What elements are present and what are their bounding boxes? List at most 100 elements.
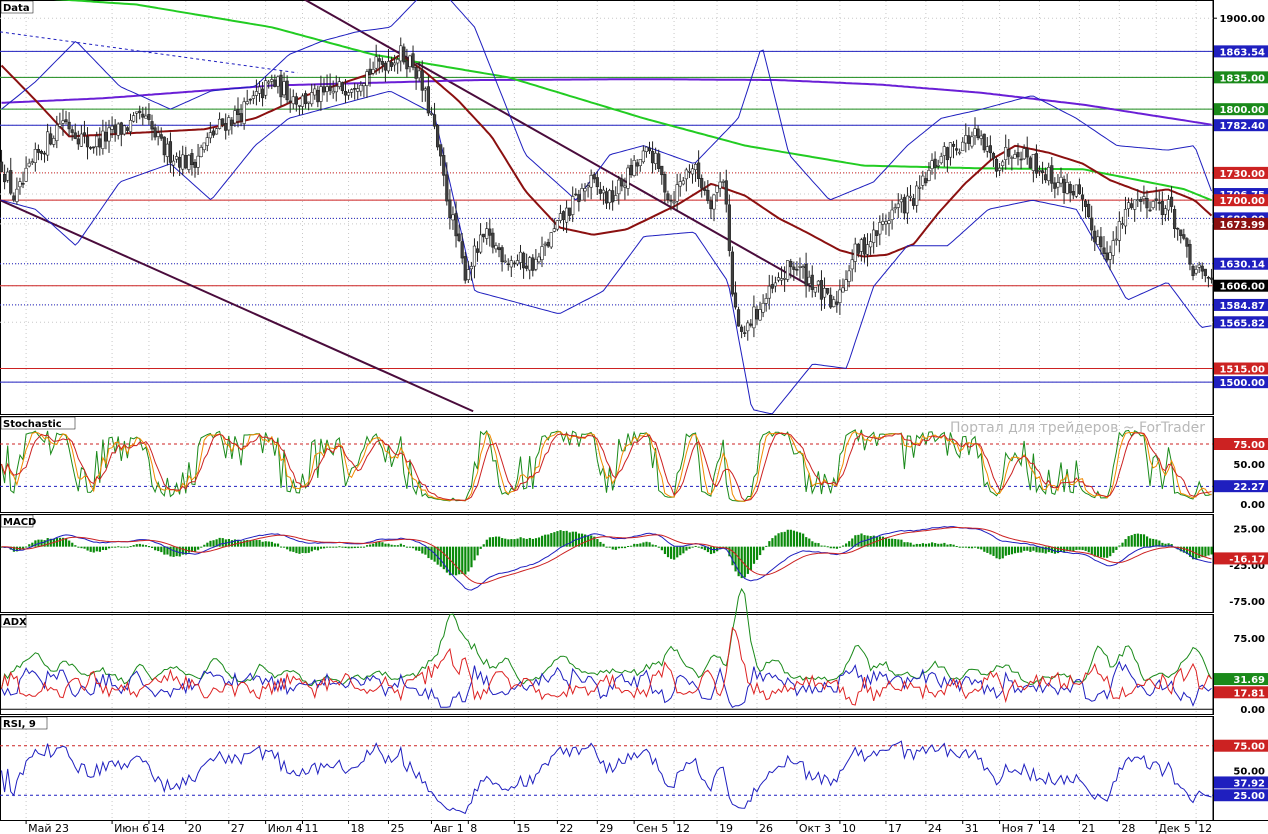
candle-body <box>736 309 741 327</box>
candle-body <box>872 229 876 243</box>
time-label: 14 <box>151 822 165 834</box>
candle-body <box>491 232 495 248</box>
adx-tick-label: 0.00 <box>1240 705 1265 716</box>
candle-body <box>789 261 793 268</box>
macd-hist-bar <box>344 546 347 549</box>
macd-hist-bar <box>1047 546 1050 553</box>
macd-hist-bar <box>476 546 479 556</box>
candle-body <box>1139 199 1143 202</box>
candle-body <box>383 62 387 71</box>
macd-hist-bar <box>252 540 255 547</box>
candle-body <box>933 158 937 168</box>
macd-hist-bar <box>187 546 191 553</box>
candle-body <box>36 149 40 153</box>
time-label: 25 <box>390 822 404 834</box>
macd-hist-bar <box>970 546 974 549</box>
macd-panel <box>0 526 1213 591</box>
macd-hist-bar <box>980 546 983 550</box>
macd-hist-bar <box>894 539 897 547</box>
macd-hist-bar <box>301 546 304 553</box>
macd-hist-bar <box>181 546 184 555</box>
candle-body <box>0 161 4 173</box>
macd-hist-bar <box>1029 546 1032 552</box>
macd-hist-bar <box>931 542 934 547</box>
macd-hist-bar <box>264 541 267 547</box>
panel-title-box <box>0 0 34 14</box>
candle-body <box>681 180 685 185</box>
macd-hist-bar <box>1185 546 1189 555</box>
macd-hist-bar <box>144 545 148 547</box>
candle-body <box>537 256 541 263</box>
candle-body <box>669 199 673 202</box>
macd-hist-bar <box>436 546 439 565</box>
candle-body <box>128 120 133 132</box>
macd-hist-bar <box>1093 546 1096 557</box>
macd-hist-bar <box>989 546 992 555</box>
candle-body <box>1016 152 1020 158</box>
candle-body <box>994 158 999 172</box>
macd-hist-bar <box>375 541 378 547</box>
candle-body <box>414 67 418 79</box>
candle-body <box>752 306 756 329</box>
macd-hist-bar <box>528 537 531 547</box>
candle-body <box>890 209 894 220</box>
candle-body <box>826 288 830 294</box>
candle-body <box>743 332 747 334</box>
candle-body <box>835 301 839 305</box>
macd-hist-bar <box>691 546 694 548</box>
candle-body <box>257 86 262 94</box>
macd-hist-bar <box>590 535 593 547</box>
candle-body <box>310 92 314 105</box>
macd-hist-bar <box>485 539 488 547</box>
candle-body <box>899 198 903 203</box>
macd-hist-bar <box>946 544 949 547</box>
macd-hist-bar <box>479 546 482 549</box>
candle-body <box>1022 148 1026 160</box>
rsi-panel <box>0 740 1213 815</box>
macd-hist-bar <box>881 536 885 547</box>
candle-body <box>1117 221 1121 241</box>
panel-title-box <box>0 416 76 430</box>
panel-frame-macd <box>0 514 1214 613</box>
adx-line <box>1 587 1212 690</box>
trend-line <box>0 199 474 413</box>
price-tick-label: 1606.00 <box>1219 282 1265 293</box>
candle-body <box>475 248 480 253</box>
price-tick-label: 1673.99 <box>1219 220 1265 231</box>
macd-hist-bar <box>940 543 943 547</box>
macd-hist-bar <box>338 546 341 548</box>
macd-hist-bar <box>1023 546 1026 551</box>
candle-body <box>457 233 461 241</box>
candle-body <box>918 187 922 189</box>
price-tick-label: 1863.54 <box>1219 47 1265 58</box>
candle-body <box>131 115 136 122</box>
panel-title-box <box>0 514 34 528</box>
candle-body <box>331 90 335 94</box>
macd-hist-bar <box>854 535 857 547</box>
macd-hist-bar <box>934 543 937 547</box>
macd-hist-bar <box>95 546 98 552</box>
candle-body <box>178 156 182 168</box>
macd-hist-bar <box>71 542 74 547</box>
time-label: Сен 5 <box>636 822 668 834</box>
candle-body <box>779 278 784 281</box>
candle-body <box>1148 209 1152 212</box>
macd-hist-bar <box>921 543 925 547</box>
macd-hist-bar <box>915 543 918 547</box>
candle-body <box>862 237 867 255</box>
candle-body <box>512 262 516 265</box>
candle-body <box>64 119 68 123</box>
candle-body <box>125 127 130 131</box>
candle-body <box>1123 209 1128 227</box>
macd-hist-bar <box>1013 546 1017 554</box>
macd-hist-bar <box>731 546 734 566</box>
macd-hist-bar <box>1204 546 1207 557</box>
macd-hist-bar <box>132 545 135 547</box>
macd-hist-bar <box>335 546 338 548</box>
macd-hist-bar <box>602 543 605 547</box>
time-label: 11 <box>304 822 318 834</box>
rsi-tick-label: 75.00 <box>1233 742 1265 753</box>
candle-body <box>368 68 372 75</box>
stoch-tick-label: 0.00 <box>1240 500 1265 511</box>
candle-body <box>936 164 940 167</box>
